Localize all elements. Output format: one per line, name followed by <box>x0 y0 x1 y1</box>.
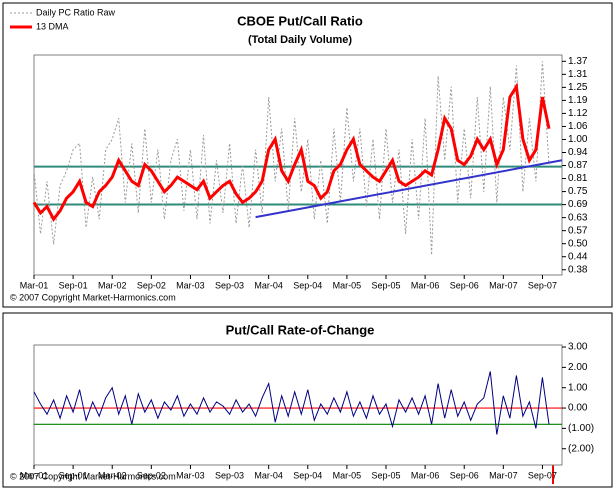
y-tick-label: 1.12 <box>568 108 588 119</box>
y-tick-label: 0.44 <box>568 251 588 262</box>
legend-label: Daily PC Ratio Raw <box>36 7 116 17</box>
x-tick-label: Mar-06 <box>411 280 440 290</box>
x-tick-label: Sep-03 <box>215 280 244 290</box>
x-tick-label: Mar-01 <box>20 470 49 480</box>
y-tick-label: 1.37 <box>568 56 588 67</box>
y-tick-label: 0.50 <box>568 238 588 249</box>
legend-label: 13 DMA <box>36 21 69 31</box>
x-tick-label: Mar-02 <box>98 280 127 290</box>
x-tick-label: Sep-02 <box>137 470 166 480</box>
x-tick-label: Mar-05 <box>333 280 362 290</box>
copyright: © 2007 Copyright Market-Harmonics.com <box>10 292 176 302</box>
y-tick-label: 0.38 <box>568 264 588 275</box>
y-tick-label: 0.87 <box>568 160 588 171</box>
x-tick-label: Sep-03 <box>215 470 244 480</box>
x-tick-label: Mar-05 <box>333 470 362 480</box>
y-tick-label: (2.00) <box>568 443 594 454</box>
y-tick-label: 1.00 <box>568 382 588 393</box>
x-tick-label: Sep-06 <box>450 470 479 480</box>
x-tick-label: Sep-05 <box>371 470 400 480</box>
x-tick-label: Sep-01 <box>59 280 88 290</box>
y-tick-label: 0.00 <box>568 403 588 414</box>
y-tick-label: 0.81 <box>568 173 588 184</box>
y-tick-label: 2.00 <box>568 362 588 373</box>
trend-line <box>255 159 563 219</box>
x-tick-label: Mar-02 <box>98 470 127 480</box>
series-line <box>32 82 551 222</box>
y-tick-label: 1.19 <box>568 95 588 106</box>
y-tick-label: 3.00 <box>568 342 588 353</box>
x-tick-label: Mar-06 <box>411 470 440 480</box>
y-tick-label: 1.25 <box>568 82 588 93</box>
x-tick-label: Sep-02 <box>137 280 166 290</box>
chart-subtitle: (Total Daily Volume) <box>248 34 352 46</box>
x-tick-label: Mar-01 <box>20 280 49 290</box>
x-tick-label: Mar-07 <box>489 280 518 290</box>
y-tick-label: 0.75 <box>568 186 588 197</box>
y-tick-label: 1.31 <box>568 69 588 80</box>
y-tick-label: 0.69 <box>568 199 588 210</box>
y-tick-label: 1.00 <box>568 134 588 145</box>
x-tick-label: Sep-01 <box>59 470 88 480</box>
y-tick-label: 1.06 <box>568 121 588 132</box>
x-tick-label: Sep-04 <box>293 470 322 480</box>
x-tick-label: Mar-04 <box>254 470 283 480</box>
plot-area <box>33 54 563 276</box>
x-tick-label: Mar-07 <box>489 470 518 480</box>
x-tick-label: Sep-07 <box>528 280 557 290</box>
y-tick-label: 0.94 <box>568 147 588 158</box>
chart-title: CBOE Put/Call Ratio <box>237 13 363 28</box>
x-tick-label: Sep-06 <box>450 280 479 290</box>
y-tick-label: 0.57 <box>568 225 588 236</box>
y-tick-label: (1.00) <box>568 423 594 434</box>
plot-area <box>33 344 563 466</box>
series-line <box>33 371 550 435</box>
copyright: © 2007 Copyright Market-Harmonics.com <box>10 471 176 481</box>
x-tick-label: Mar-03 <box>176 280 205 290</box>
x-tick-label: Mar-04 <box>254 280 283 290</box>
x-tick-label: Sep-04 <box>293 280 322 290</box>
x-tick-label: Sep-07 <box>528 470 557 480</box>
x-tick-label: Sep-05 <box>371 280 400 290</box>
x-tick-label: Mar-03 <box>176 470 205 480</box>
chart-title: Put/Call Rate-of-Change <box>226 322 375 337</box>
y-tick-label: 0.63 <box>568 212 588 223</box>
